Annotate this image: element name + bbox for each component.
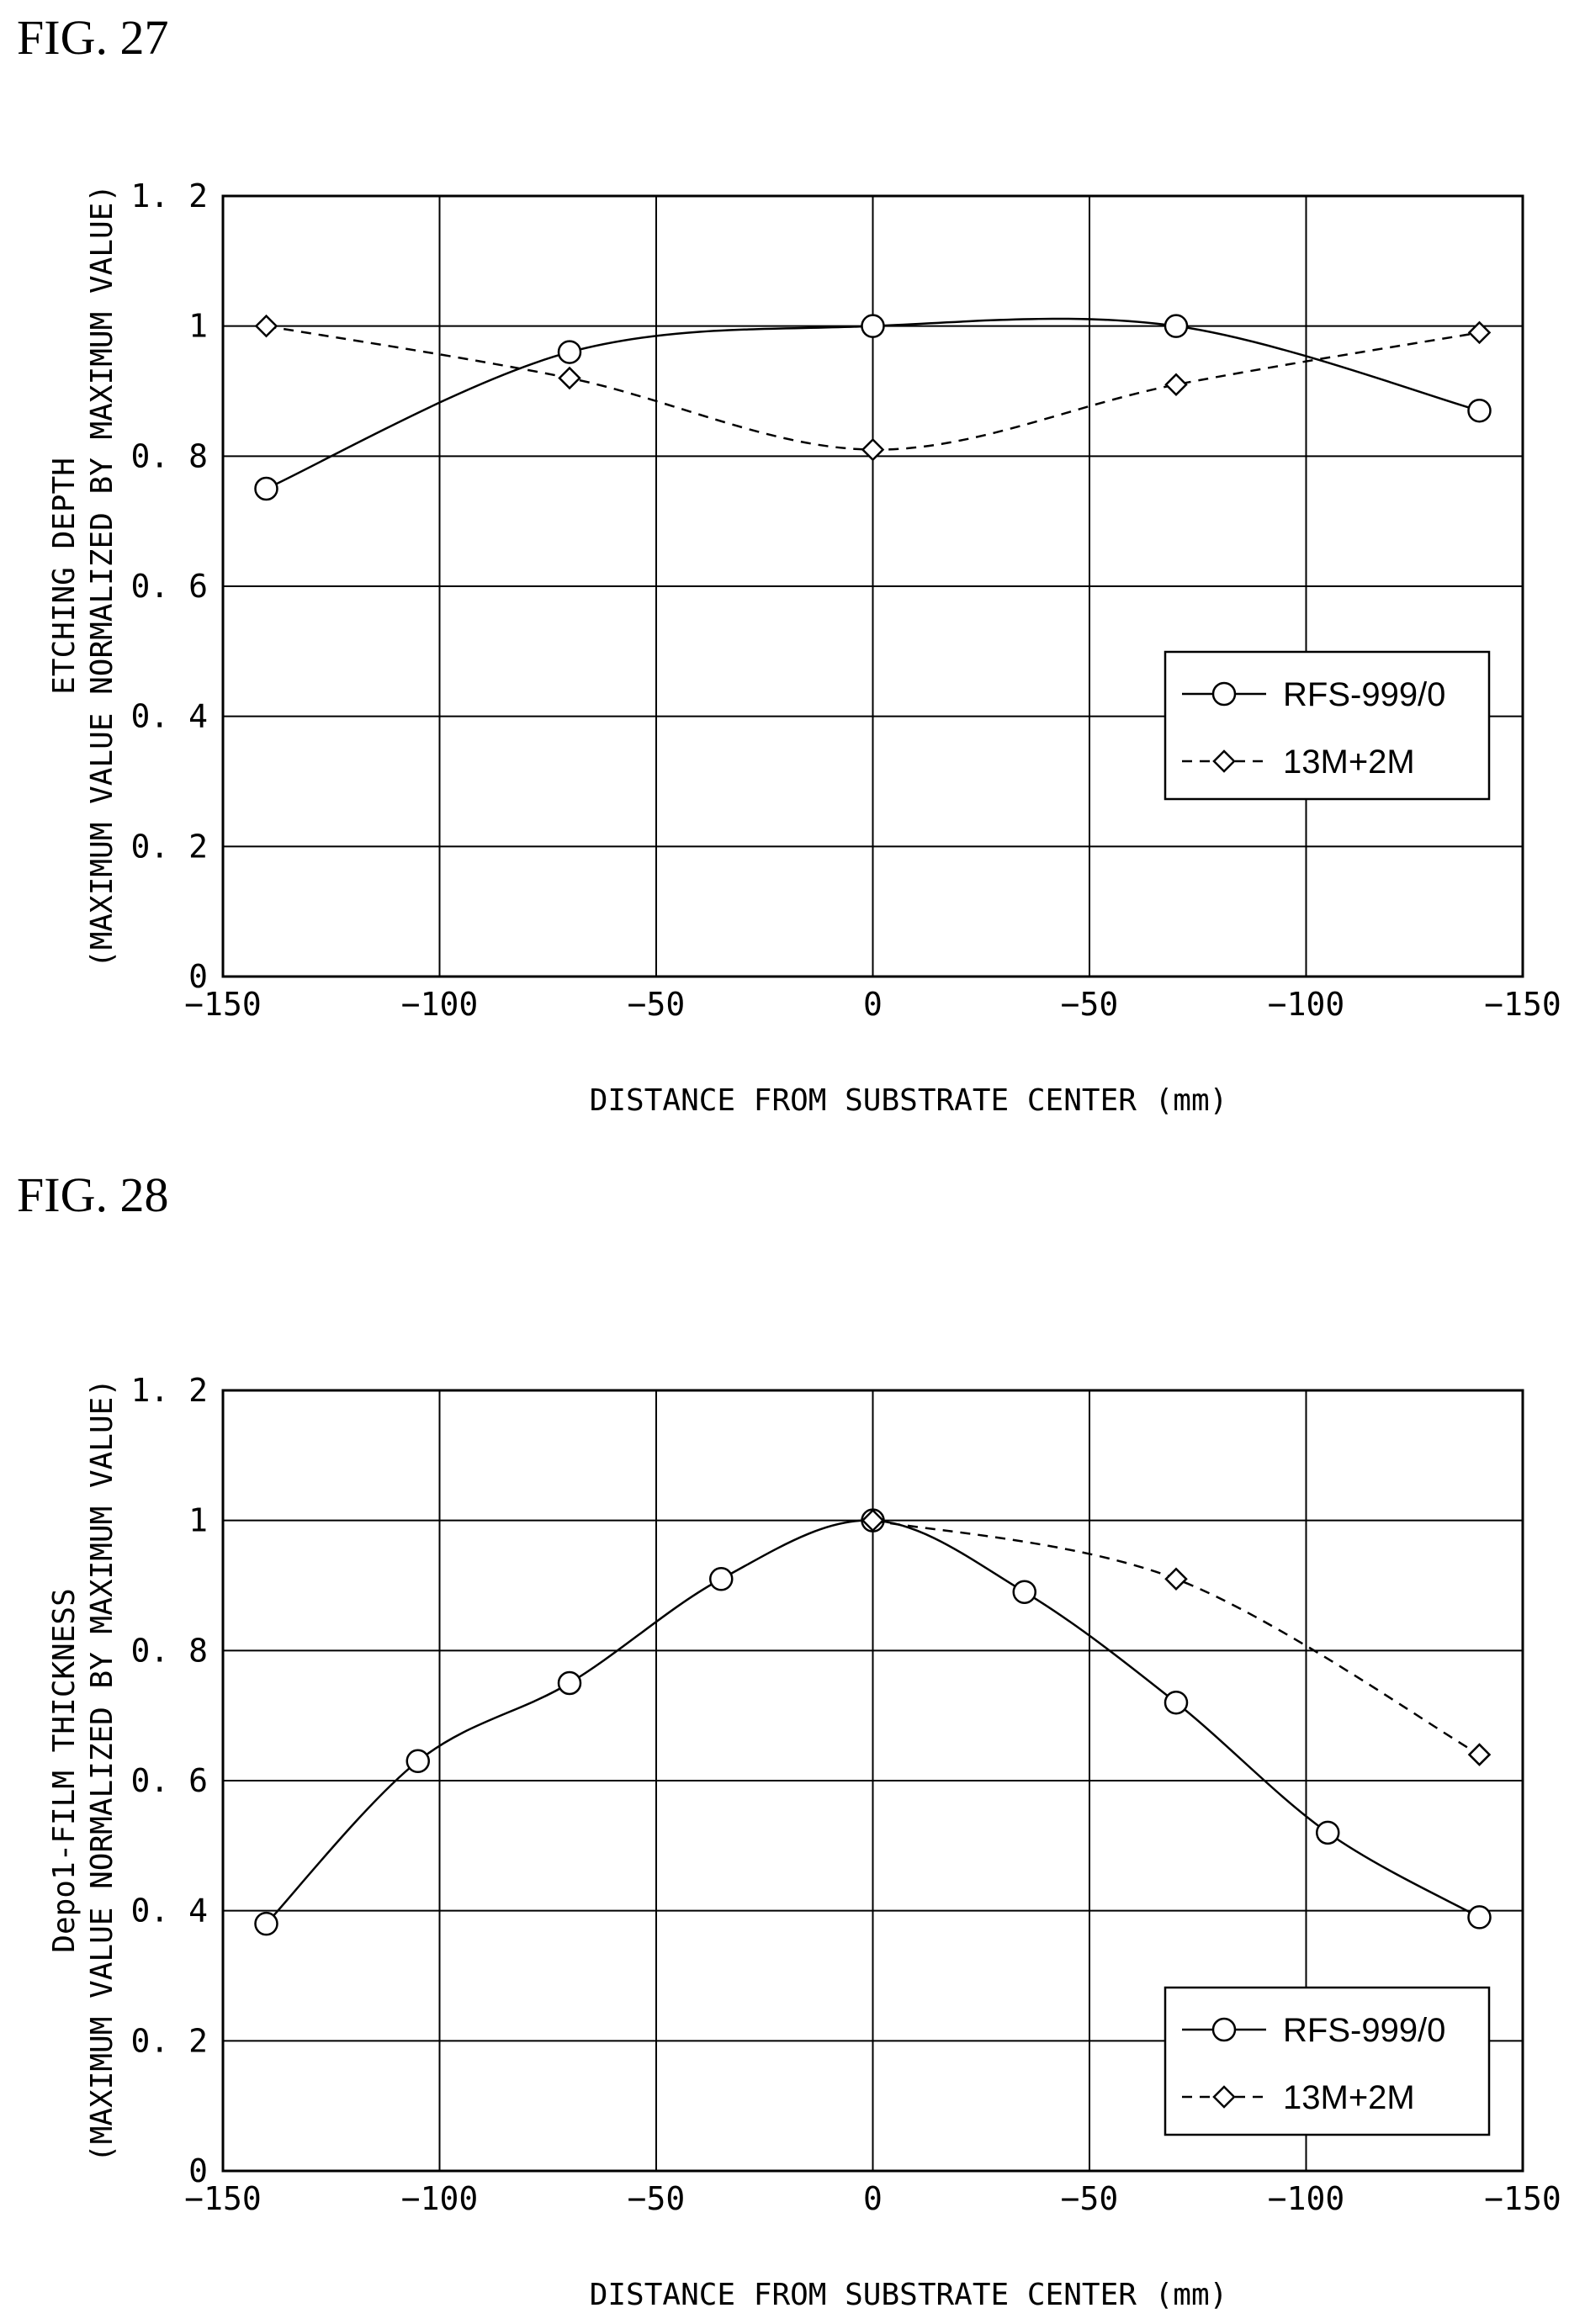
y-tick-label: 0. 8 [130,437,208,474]
x-tick-label: 0 [863,2180,883,2217]
series-13m-2m [861,1508,1492,1766]
series-rfs-999-0 [254,314,1492,501]
y-tick-label: 0 [188,958,208,995]
circle-marker [406,1749,430,1774]
legend: RFS-999/0 13M+2M [1163,1986,1491,2136]
series-13m-2m [254,314,1492,462]
diamond-marker [861,1508,885,1533]
x-tick-label: −150 [1484,2180,1561,2217]
legend-label: RFS-999/0 [1283,2012,1445,2049]
legend-diamond-marker [1212,2085,1236,2109]
y-axis-label-line1: ETCHING DEPTH [47,458,82,695]
y-tick-label: 0 [188,2152,208,2189]
y-tick-label: 0. 6 [130,1762,208,1799]
diamond-marker [1164,373,1188,397]
circle-marker [557,1670,582,1696]
legend-circle-marker [1211,681,1237,707]
y-tick-label: 1 [188,308,208,345]
legend-box [1163,1986,1491,2136]
plot-frame [221,194,1524,978]
x-tick-label: −50 [1061,2180,1119,2217]
diamond-marker [1164,1567,1188,1591]
legend-label: RFS-999/0 [1283,676,1445,713]
legend-label: 13M+2M [1283,2079,1415,2116]
x-tick-label: 0 [863,986,883,1023]
x-axis-label: DISTANCE FROM SUBSTRATE CENTER (mm) [590,2278,1228,2312]
x-tick-label: −150 [184,2180,262,2217]
circle-marker [254,1911,278,1936]
y-tick-label: 0. 2 [130,828,208,865]
x-tick-label: −150 [1484,986,1561,1023]
diamond-marker [254,314,278,338]
diamond-marker [1467,1743,1492,1766]
x-tick-label: −50 [628,2180,686,2217]
x-tick-label: −100 [401,986,479,1023]
legend: RFS-999/0 13M+2M [1163,650,1491,801]
circle-marker [1467,398,1492,423]
y-tick-label: 0. 2 [130,2022,208,2059]
figure-label: FIG. 28 [17,1167,168,1222]
diamond-marker [558,366,581,390]
diamond-marker [861,437,885,462]
legend-diamond-marker [1212,749,1236,773]
circle-marker [1163,314,1189,338]
figure-label: FIG. 27 [17,10,168,65]
y-tick-label: 0. 6 [130,568,208,605]
circle-marker [1467,1905,1492,1930]
y-axis-label-line1: Depo1-FILM THICKNESS [47,1588,82,1952]
circle-marker [254,476,278,501]
circle-marker [1163,1690,1189,1715]
y-axis-label-line2: (MAXIMUM VALUE NORMALIZED BY MAXIMUM VAL… [85,184,119,968]
circle-marker [1316,1820,1340,1845]
x-tick-label: −100 [1268,986,1345,1023]
circle-marker [861,314,885,338]
y-tick-label: 0. 4 [130,698,208,735]
x-tick-label: −50 [628,986,686,1023]
diamond-marker [1467,320,1492,345]
y-tick-label: 0. 4 [130,1893,208,1930]
legend-box [1163,650,1491,801]
legend-label: 13M+2M [1283,744,1415,781]
plot-frame [221,1389,1524,2173]
y-tick-label: 0. 8 [130,1632,208,1669]
x-tick-label: −100 [1268,2180,1345,2217]
x-tick-label: −100 [401,2180,479,2217]
x-tick-label: −50 [1061,986,1119,1023]
circle-marker [557,340,582,364]
legend-circle-marker [1211,2017,1237,2042]
circle-marker [709,1567,734,1591]
x-tick-label: −150 [184,986,262,1023]
y-tick-label: 1. 2 [130,1372,208,1409]
y-axis-label-line2: (MAXIMUM VALUE NORMALIZED BY MAXIMUM VAL… [85,1379,119,2163]
y-tick-label: 1 [188,1502,208,1539]
x-axis-label: DISTANCE FROM SUBSTRATE CENTER (mm) [590,1083,1228,1118]
y-tick-label: 1. 2 [130,177,208,214]
circle-marker [1012,1580,1036,1604]
